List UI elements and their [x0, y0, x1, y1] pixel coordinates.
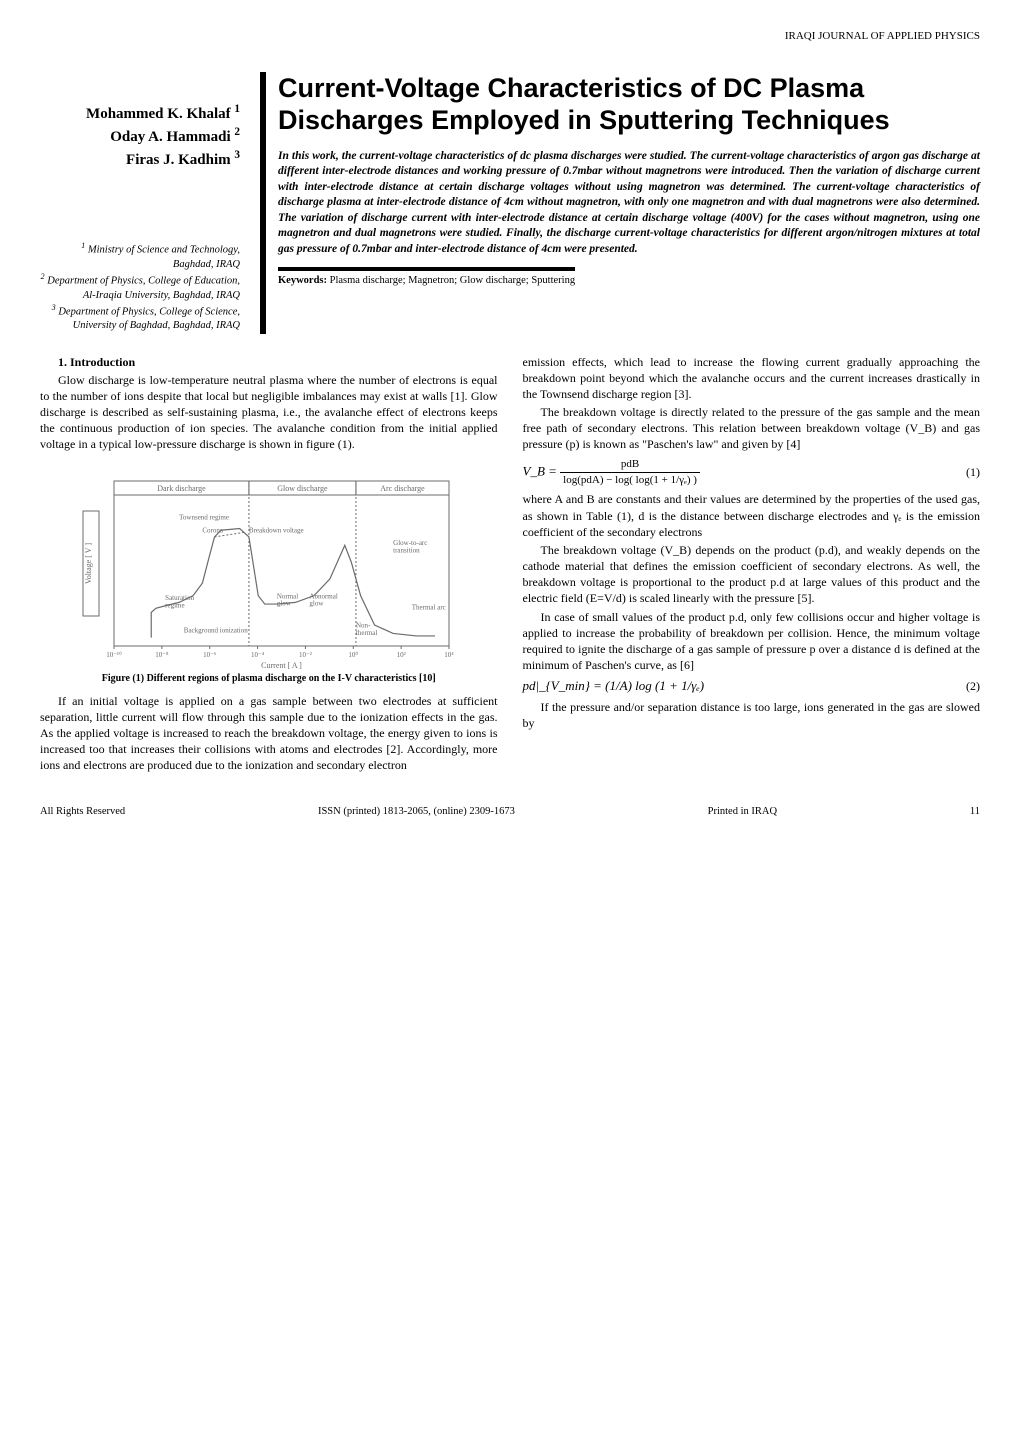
svg-text:Thermal arc: Thermal arc — [412, 603, 446, 611]
svg-text:Breakdown voltage: Breakdown voltage — [249, 526, 304, 534]
svg-text:10⁰: 10⁰ — [348, 651, 358, 659]
svg-text:thermal: thermal — [356, 629, 377, 637]
paragraph: The breakdown voltage is directly relate… — [523, 404, 981, 453]
journal-header: IRAQI JOURNAL OF APPLIED PHYSICS — [40, 30, 980, 42]
paragraph: emission effects, which lead to increase… — [523, 354, 981, 403]
paragraph: The breakdown voltage (V_B) depends on t… — [523, 542, 981, 607]
aff-sup: 2 — [41, 272, 45, 281]
author-2: Oday A. Hammadi 2 — [40, 125, 240, 148]
paragraph: If an initial voltage is applied on a ga… — [40, 693, 498, 774]
author-1: Mohammed K. Khalaf 1 — [40, 102, 240, 125]
footer-left: All Rights Reserved — [40, 806, 125, 817]
svg-text:glow: glow — [277, 599, 292, 607]
author-name: Mohammed K. Khalaf — [86, 106, 231, 122]
aff-sup: 1 — [81, 241, 85, 250]
figure-1-caption: Figure (1) Different regions of plasma d… — [40, 673, 498, 685]
equation-body: pd|_{V_min} = (1/A) log (1 + 1/γₑ) — [523, 677, 941, 695]
paper-title: Current-Voltage Characteristics of DC Pl… — [278, 72, 980, 137]
figure-1-chart: Dark discharge Glow discharge Arc discharg… — [79, 461, 459, 671]
svg-text:10⁻⁸: 10⁻⁸ — [155, 651, 169, 659]
right-column: emission effects, which lead to increase… — [523, 354, 981, 776]
footer-center: ISSN (printed) 1813-2065, (online) 2309-… — [318, 806, 515, 817]
equation-1: V_B = pdB log(pdA) − log( log(1 + 1/γₑ) … — [523, 457, 981, 488]
author-3: Firas J. Kadhim 3 — [40, 148, 240, 171]
figure-1: Dark discharge Glow discharge Arc discharg… — [40, 461, 498, 685]
eq-denominator: log(pdA) − log( log(1 + 1/γₑ) ) — [560, 473, 700, 488]
svg-text:glow: glow — [309, 599, 324, 607]
paragraph: If the pressure and/or separation distan… — [523, 699, 981, 731]
svg-text:Townsend regime: Townsend regime — [179, 513, 229, 521]
svg-text:Arc discharge: Arc discharge — [380, 484, 425, 493]
svg-text:Voltage [ V ]: Voltage [ V ] — [84, 542, 93, 583]
aff-text: Department of Physics, College of Educat… — [47, 275, 240, 300]
svg-text:transition: transition — [393, 546, 420, 554]
title-block: Mohammed K. Khalaf 1 Oday A. Hammadi 2 F… — [40, 72, 980, 334]
title-column: Current-Voltage Characteristics of DC Pl… — [260, 72, 980, 334]
svg-text:Glow discharge: Glow discharge — [277, 484, 328, 493]
aff-sup: 3 — [52, 303, 56, 312]
aff-text: Ministry of Science and Technology, Bagh… — [88, 245, 240, 270]
svg-text:10⁻¹⁰: 10⁻¹⁰ — [106, 651, 122, 659]
svg-text:10²: 10² — [396, 651, 405, 659]
svg-text:Current [ A ]: Current [ A ] — [261, 661, 302, 670]
equation-number: (1) — [940, 464, 980, 480]
author-sup: 2 — [234, 126, 240, 138]
eq-fraction: pdB log(pdA) − log( log(1 + 1/γₑ) ) — [560, 457, 700, 488]
eq-lhs: V_B = — [523, 463, 557, 478]
svg-text:10⁻⁴: 10⁻⁴ — [251, 651, 265, 659]
keywords-text: Plasma discharge; Magnetron; Glow discha… — [330, 275, 575, 286]
svg-text:10⁴: 10⁴ — [444, 651, 454, 659]
section-1-heading: 1. Introduction — [40, 354, 498, 370]
svg-text:10⁻⁶: 10⁻⁶ — [203, 651, 217, 659]
affiliation-2: 2 Department of Physics, College of Educ… — [40, 272, 240, 303]
paragraph: Glow discharge is low-temperature neutra… — [40, 372, 498, 453]
affiliation-1: 1 Ministry of Science and Technology, Ba… — [40, 241, 240, 272]
keywords: Keywords: Plasma discharge; Magnetron; G… — [278, 267, 575, 286]
author-name: Oday A. Hammadi — [110, 129, 230, 145]
svg-text:regime: regime — [165, 601, 184, 609]
equation-2: pd|_{V_min} = (1/A) log (1 + 1/γₑ) (2) — [523, 677, 981, 695]
equation-number: (2) — [940, 678, 980, 694]
authors-column: Mohammed K. Khalaf 1 Oday A. Hammadi 2 F… — [40, 72, 240, 334]
footer-right: Printed in IRAQ — [708, 806, 777, 817]
abstract: In this work, the current-voltage charac… — [278, 149, 980, 258]
equation-body: V_B = pdB log(pdA) − log( log(1 + 1/γₑ) … — [523, 457, 941, 488]
paragraph: In case of small values of the product p… — [523, 609, 981, 674]
left-column: 1. Introduction Glow discharge is low-te… — [40, 354, 498, 776]
affiliations: 1 Ministry of Science and Technology, Ba… — [40, 241, 240, 334]
affiliation-3: 3 Department of Physics, College of Scie… — [40, 303, 240, 334]
keywords-label: Keywords: — [278, 275, 327, 286]
svg-text:Corona: Corona — [202, 526, 224, 534]
author-sup: 3 — [234, 149, 240, 161]
footer-page-number: 11 — [970, 806, 980, 817]
svg-text:10⁻²: 10⁻² — [299, 651, 312, 659]
eq-numerator: pdB — [560, 457, 700, 473]
page-footer: All Rights Reserved ISSN (printed) 1813-… — [40, 806, 980, 817]
svg-text:Background ionization: Background ionization — [184, 626, 248, 634]
svg-text:Dark discharge: Dark discharge — [157, 484, 206, 493]
author-sup: 1 — [234, 103, 240, 115]
eq-text: pd|_{V_min} = (1/A) log (1 + 1/γₑ) — [523, 678, 705, 693]
paragraph: where A and B are constants and their va… — [523, 491, 981, 540]
body-columns: 1. Introduction Glow discharge is low-te… — [40, 354, 980, 776]
aff-text: Department of Physics, College of Scienc… — [58, 306, 240, 331]
author-name: Firas J. Kadhim — [126, 152, 231, 168]
